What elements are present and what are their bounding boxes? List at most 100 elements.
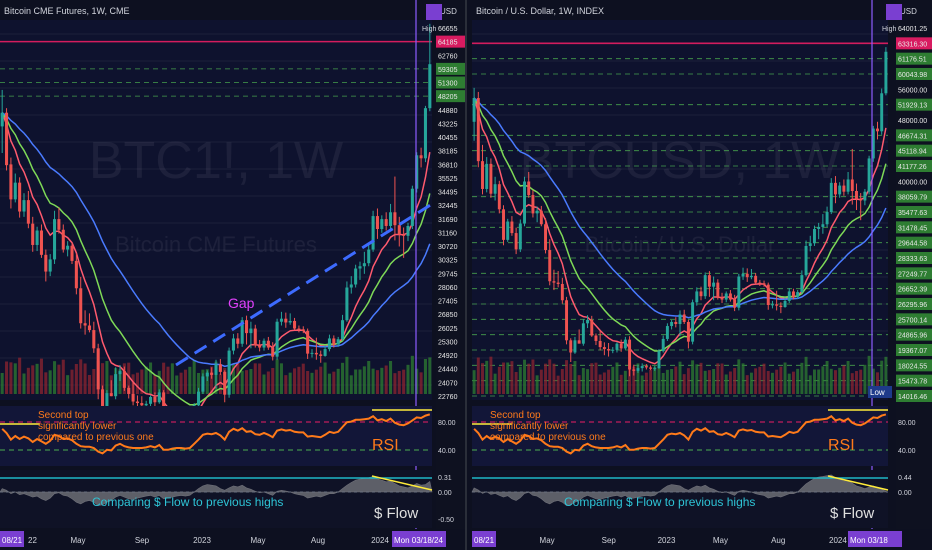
candle-body — [514, 233, 518, 250]
candle-body — [122, 371, 126, 388]
volume-bar — [707, 370, 711, 394]
price-tag-bg — [896, 98, 932, 111]
candle-body — [863, 191, 867, 201]
candle-body — [728, 293, 732, 300]
x-tick-label: May — [540, 536, 555, 545]
candle-body — [749, 275, 753, 278]
candle-body — [423, 108, 427, 159]
candle-body — [144, 403, 148, 406]
candle-body — [367, 249, 371, 264]
volume-bar — [153, 374, 157, 394]
volume-bar — [640, 375, 644, 394]
candle-body — [393, 212, 397, 226]
watermark-name: Bitcoin / U.S. Dollar — [585, 232, 776, 257]
volume-bar — [183, 369, 187, 394]
candle-body — [569, 340, 573, 353]
candle-body — [754, 275, 758, 283]
candle-body — [389, 212, 393, 226]
y-tick-label: 38185 — [438, 149, 458, 156]
volume-bar — [850, 373, 854, 394]
candle-body — [804, 245, 808, 276]
candle-body — [371, 216, 375, 250]
y-tick-label: 30720 — [438, 244, 458, 251]
candle-body — [812, 229, 816, 244]
y-tick-label: 27249.77 — [898, 271, 927, 278]
y-tick-label: 14016.46 — [898, 394, 927, 401]
candle-body — [800, 275, 804, 293]
candle-body — [26, 200, 30, 224]
y-tick-label: 40000.00 — [898, 179, 927, 186]
volume-bar — [310, 372, 314, 394]
candle-body — [871, 128, 875, 159]
volume-bar — [402, 369, 406, 394]
money-flow-arrow — [371, 475, 433, 491]
price-tag-bg — [896, 52, 932, 65]
price-tag-bg — [896, 390, 932, 402]
candle-body — [53, 219, 57, 260]
candle-body — [544, 224, 548, 251]
candle-body — [240, 320, 244, 344]
candle-body — [867, 158, 871, 192]
volume-bar — [497, 366, 501, 394]
time-axis — [0, 529, 466, 550]
volume-bar — [825, 361, 829, 394]
volume-bar — [855, 371, 858, 394]
candle-body — [531, 195, 535, 214]
candle-body — [345, 287, 349, 321]
candle-body — [319, 354, 323, 356]
volume-bar — [205, 369, 209, 394]
y-tick-label: 25300 — [438, 339, 458, 346]
volume-bar — [175, 375, 179, 394]
candle-body — [384, 219, 388, 226]
x-tick-label: 2023 — [658, 536, 676, 545]
volume-bar — [371, 368, 375, 394]
volume-bar — [297, 366, 301, 394]
volume-bar — [834, 370, 837, 394]
rsi-pane — [0, 406, 432, 466]
candle-body — [410, 188, 414, 226]
y-tick-label: 63316.30 — [898, 41, 927, 48]
rsi-note: compared to previous one — [490, 432, 606, 443]
volume-bar — [367, 361, 371, 394]
candle-body — [358, 266, 362, 269]
gap-label: Gap — [228, 295, 255, 311]
volume-bar — [884, 356, 888, 394]
volume-bar — [140, 369, 144, 394]
y-tick-label: 48000.00 — [898, 118, 927, 125]
candle-body — [92, 330, 96, 349]
y-tick-label: 24920 — [438, 353, 458, 360]
volume-bar — [678, 361, 682, 394]
candle-body — [66, 245, 70, 250]
y-tick-label: 26025 — [438, 326, 458, 333]
candle-body — [741, 273, 745, 277]
candle-body — [70, 245, 74, 261]
candle-body — [205, 372, 209, 377]
volume-bar — [0, 373, 4, 394]
volume-bar — [539, 369, 543, 394]
candle-body — [314, 352, 318, 355]
volume-bar — [26, 367, 30, 394]
candle-body — [22, 200, 26, 212]
candle-body — [510, 221, 514, 234]
y-tick-label: 26652.39 — [898, 287, 927, 294]
candle-body — [74, 260, 78, 289]
volume-bar — [573, 361, 577, 394]
candle-body — [35, 230, 39, 245]
candle-body — [884, 51, 888, 94]
x-tick-label: Sep — [135, 536, 150, 545]
volume-bar — [341, 362, 345, 394]
volume-bar — [829, 368, 833, 394]
volume-bar — [279, 363, 283, 394]
volume-bar — [724, 374, 728, 394]
volume-bar — [349, 375, 353, 394]
volume-bar — [327, 373, 331, 394]
volume-bar — [70, 369, 74, 394]
y-tick-label: 60043.98 — [898, 72, 927, 79]
volume-bar — [31, 365, 35, 394]
candle-body — [109, 393, 113, 397]
candle-body — [821, 224, 825, 227]
candle-body — [210, 372, 214, 375]
x-start-tag-bg — [472, 531, 496, 547]
candle-body — [271, 347, 275, 357]
volume-bar — [632, 366, 636, 394]
